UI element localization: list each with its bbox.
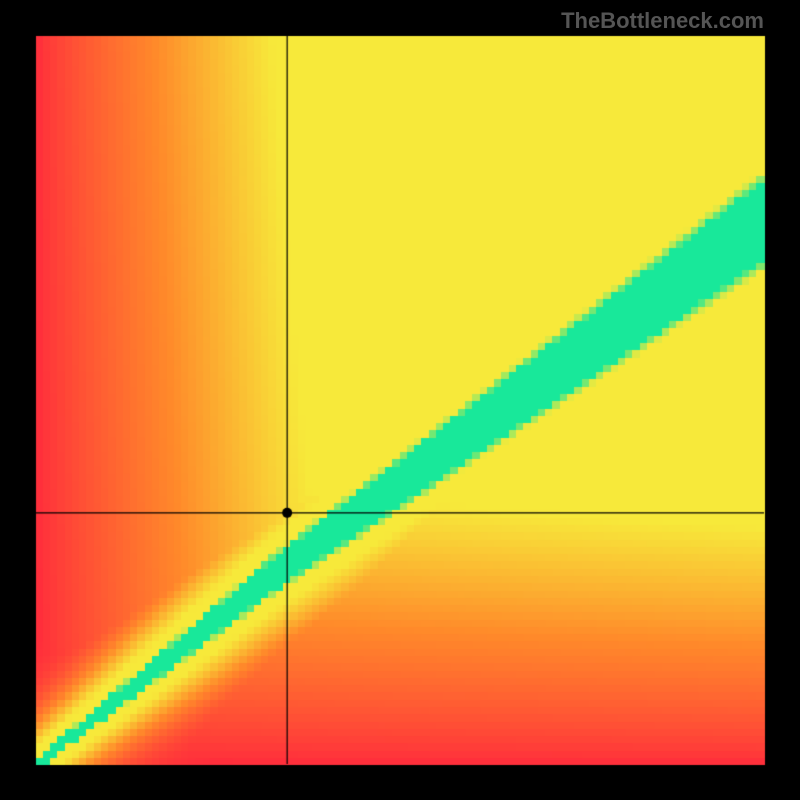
chart-container: TheBottleneck.com xyxy=(0,0,800,800)
watermark-text: TheBottleneck.com xyxy=(561,8,764,34)
bottleneck-heatmap xyxy=(0,0,800,800)
